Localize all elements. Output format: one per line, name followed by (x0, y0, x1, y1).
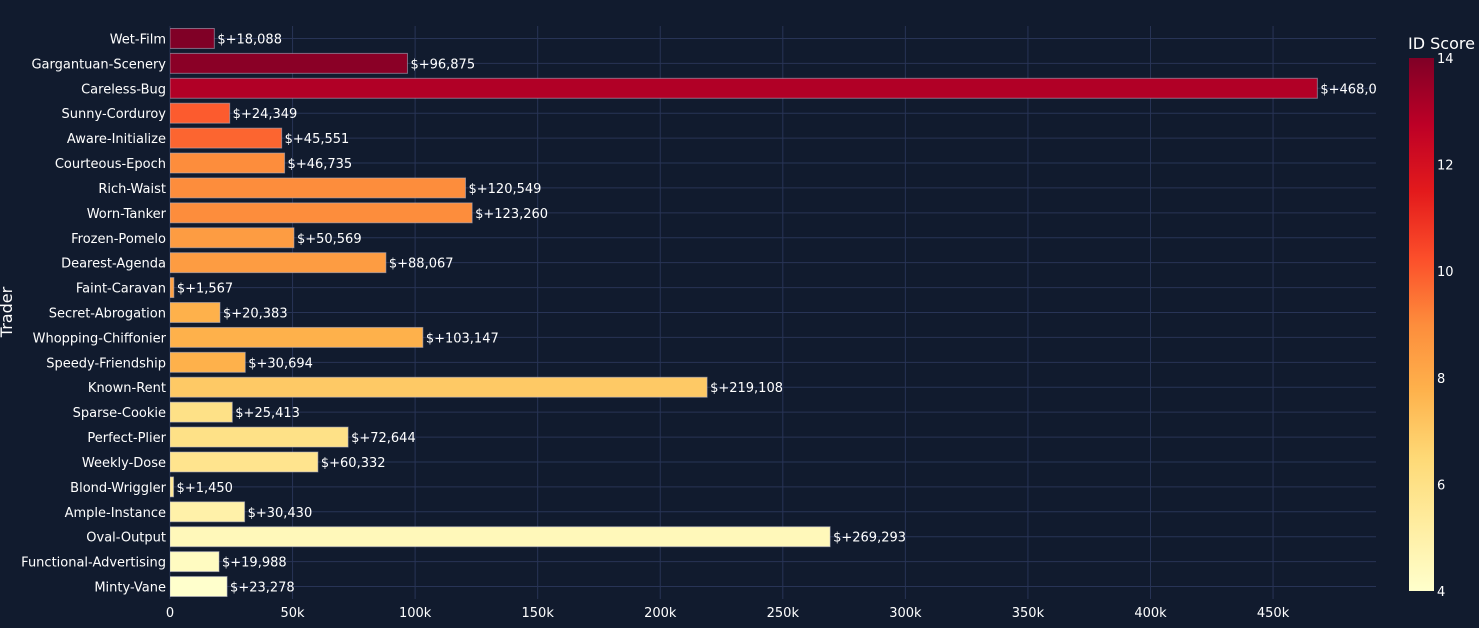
bar-data-label: $+219,108 (710, 381, 783, 396)
colorbar-tick-label: 14 (1437, 52, 1454, 67)
colorbar-tick-label: 10 (1437, 265, 1454, 280)
bar-data-label: $+20,383 (223, 307, 288, 322)
colorbar-tick-label: 8 (1437, 372, 1445, 387)
bar[interactable] (170, 252, 387, 274)
x-tick-label: 400k (1134, 606, 1167, 621)
y-tick-label: Gargantuan-Scenery (31, 57, 166, 72)
bar-data-label: $+24,349 (233, 107, 298, 122)
x-tick-label: 200k (644, 606, 677, 621)
y-tick-label: Faint-Caravan (76, 282, 166, 297)
bar-data-label: $+50,569 (297, 232, 362, 247)
bar-data-label: $+30,694 (248, 356, 313, 371)
y-tick-label: Whopping-Chiffonier (33, 331, 167, 346)
y-tick-label: Careless-Bug (81, 82, 166, 97)
y-tick-label: Courteous-Epoch (55, 157, 166, 172)
y-tick-label: Rich-Waist (98, 182, 166, 197)
x-tick-label: 350k (1012, 606, 1045, 621)
x-tick-label: 450k (1257, 606, 1290, 621)
y-tick-label: Wet-Film (110, 32, 166, 47)
y-tick-label: Frozen-Pomelo (71, 232, 166, 247)
bar[interactable] (170, 277, 175, 299)
y-tick-label: Sparse-Cookie (73, 406, 166, 421)
bar[interactable] (170, 227, 295, 249)
x-tick-label: 50k (281, 606, 306, 621)
y-tick-label: Dearest-Agenda (61, 257, 166, 272)
bar[interactable] (170, 326, 424, 348)
colorbar-tick-label: 12 (1437, 159, 1454, 174)
gridlines (169, 26, 1376, 599)
y-tick-label: Known-Rent (88, 381, 166, 396)
bar-data-label: $+45,551 (285, 132, 350, 147)
bar-data-label: $+120,549 (468, 182, 541, 197)
bar[interactable] (170, 376, 708, 398)
bar-data-label: $+30,430 (248, 506, 313, 521)
bar[interactable] (170, 351, 246, 373)
bar[interactable] (170, 177, 466, 199)
bar[interactable] (170, 451, 319, 473)
bar[interactable] (170, 576, 228, 598)
bar[interactable] (170, 152, 286, 174)
x-tick-label: 300k (889, 606, 922, 621)
colorbar: ID Score 4 6 8 10 12 14 (1408, 34, 1475, 600)
y-axis-title: Trader (0, 286, 16, 338)
bar-data-label: $+23,278 (230, 581, 295, 596)
bar-data-label: $+19,988 (222, 556, 287, 571)
y-tick-label: Functional-Advertising (21, 556, 166, 571)
y-tick-label: Aware-Initialize (67, 132, 166, 147)
colorbar-tick-label: 4 (1437, 585, 1445, 600)
bar[interactable] (170, 202, 473, 224)
bar[interactable] (170, 302, 221, 323)
bar[interactable] (170, 27, 215, 49)
y-tick-label: Minty-Vane (94, 581, 166, 596)
bar-data-label: $+1,567 (177, 282, 233, 297)
bar-data-label: $+468,08 (1320, 82, 1385, 97)
colorbar-gradient (1409, 58, 1434, 591)
x-tick-label: 150k (522, 606, 555, 621)
bar-data-label: $+72,644 (351, 431, 416, 446)
bar[interactable] (170, 102, 231, 124)
bar-data-label: $+103,147 (426, 331, 499, 346)
y-tick-labels: Wet-Film Gargantuan-Scenery Careless-Bug Su… (21, 32, 166, 595)
bar[interactable] (170, 77, 1318, 99)
y-tick-label: Ample-Instance (65, 506, 166, 521)
data-labels: $+18,088 $+96,875 $+468,08 $+24,349 $+45,551… (177, 32, 1385, 596)
colorbar-title: ID Score (1408, 34, 1475, 53)
y-tick-label: Worn-Tanker (87, 207, 167, 222)
bar[interactable] (170, 52, 408, 74)
y-tick-label: Perfect-Plier (87, 431, 166, 446)
bar-data-label: $+60,332 (321, 456, 386, 471)
x-tick-label: 100k (399, 606, 432, 621)
bar[interactable] (170, 401, 233, 423)
colorbar-tick-label: 6 (1437, 478, 1445, 493)
y-tick-label: Secret-Abrogation (49, 307, 166, 322)
bar[interactable] (170, 526, 831, 548)
bar-data-label: $+18,088 (217, 32, 282, 47)
y-tick-label: Blond-Wriggler (70, 481, 166, 496)
y-tick-label: Oval-Output (86, 531, 166, 546)
bar[interactable] (170, 426, 349, 448)
y-tick-label: Sunny-Corduroy (62, 107, 167, 122)
y-tick-label: Speedy-Friendship (46, 356, 166, 371)
bar-data-label: $+1,450 (177, 481, 233, 496)
x-tick-labels: 0 50k 100k 150k 200k 250k 300k 350k 400k 450k (166, 606, 1290, 621)
bar-data-label: $+96,875 (410, 57, 475, 72)
y-tick-label: Weekly-Dose (82, 456, 166, 471)
x-tick-label: 0 (166, 606, 174, 621)
bars (170, 27, 1318, 598)
x-tick-label: 250k (767, 606, 800, 621)
bar-data-label: $+88,067 (389, 257, 454, 272)
bar-data-label: $+25,413 (235, 406, 300, 421)
bar[interactable] (170, 551, 220, 573)
bar[interactable] (170, 127, 283, 149)
bar-data-label: $+269,293 (833, 531, 906, 546)
bar[interactable] (170, 501, 246, 523)
bar-data-label: $+46,735 (288, 157, 353, 172)
bar-data-label: $+123,260 (475, 207, 548, 222)
bar[interactable] (170, 476, 175, 498)
colorbar-ticks: 4 6 8 10 12 14 (1437, 52, 1454, 600)
